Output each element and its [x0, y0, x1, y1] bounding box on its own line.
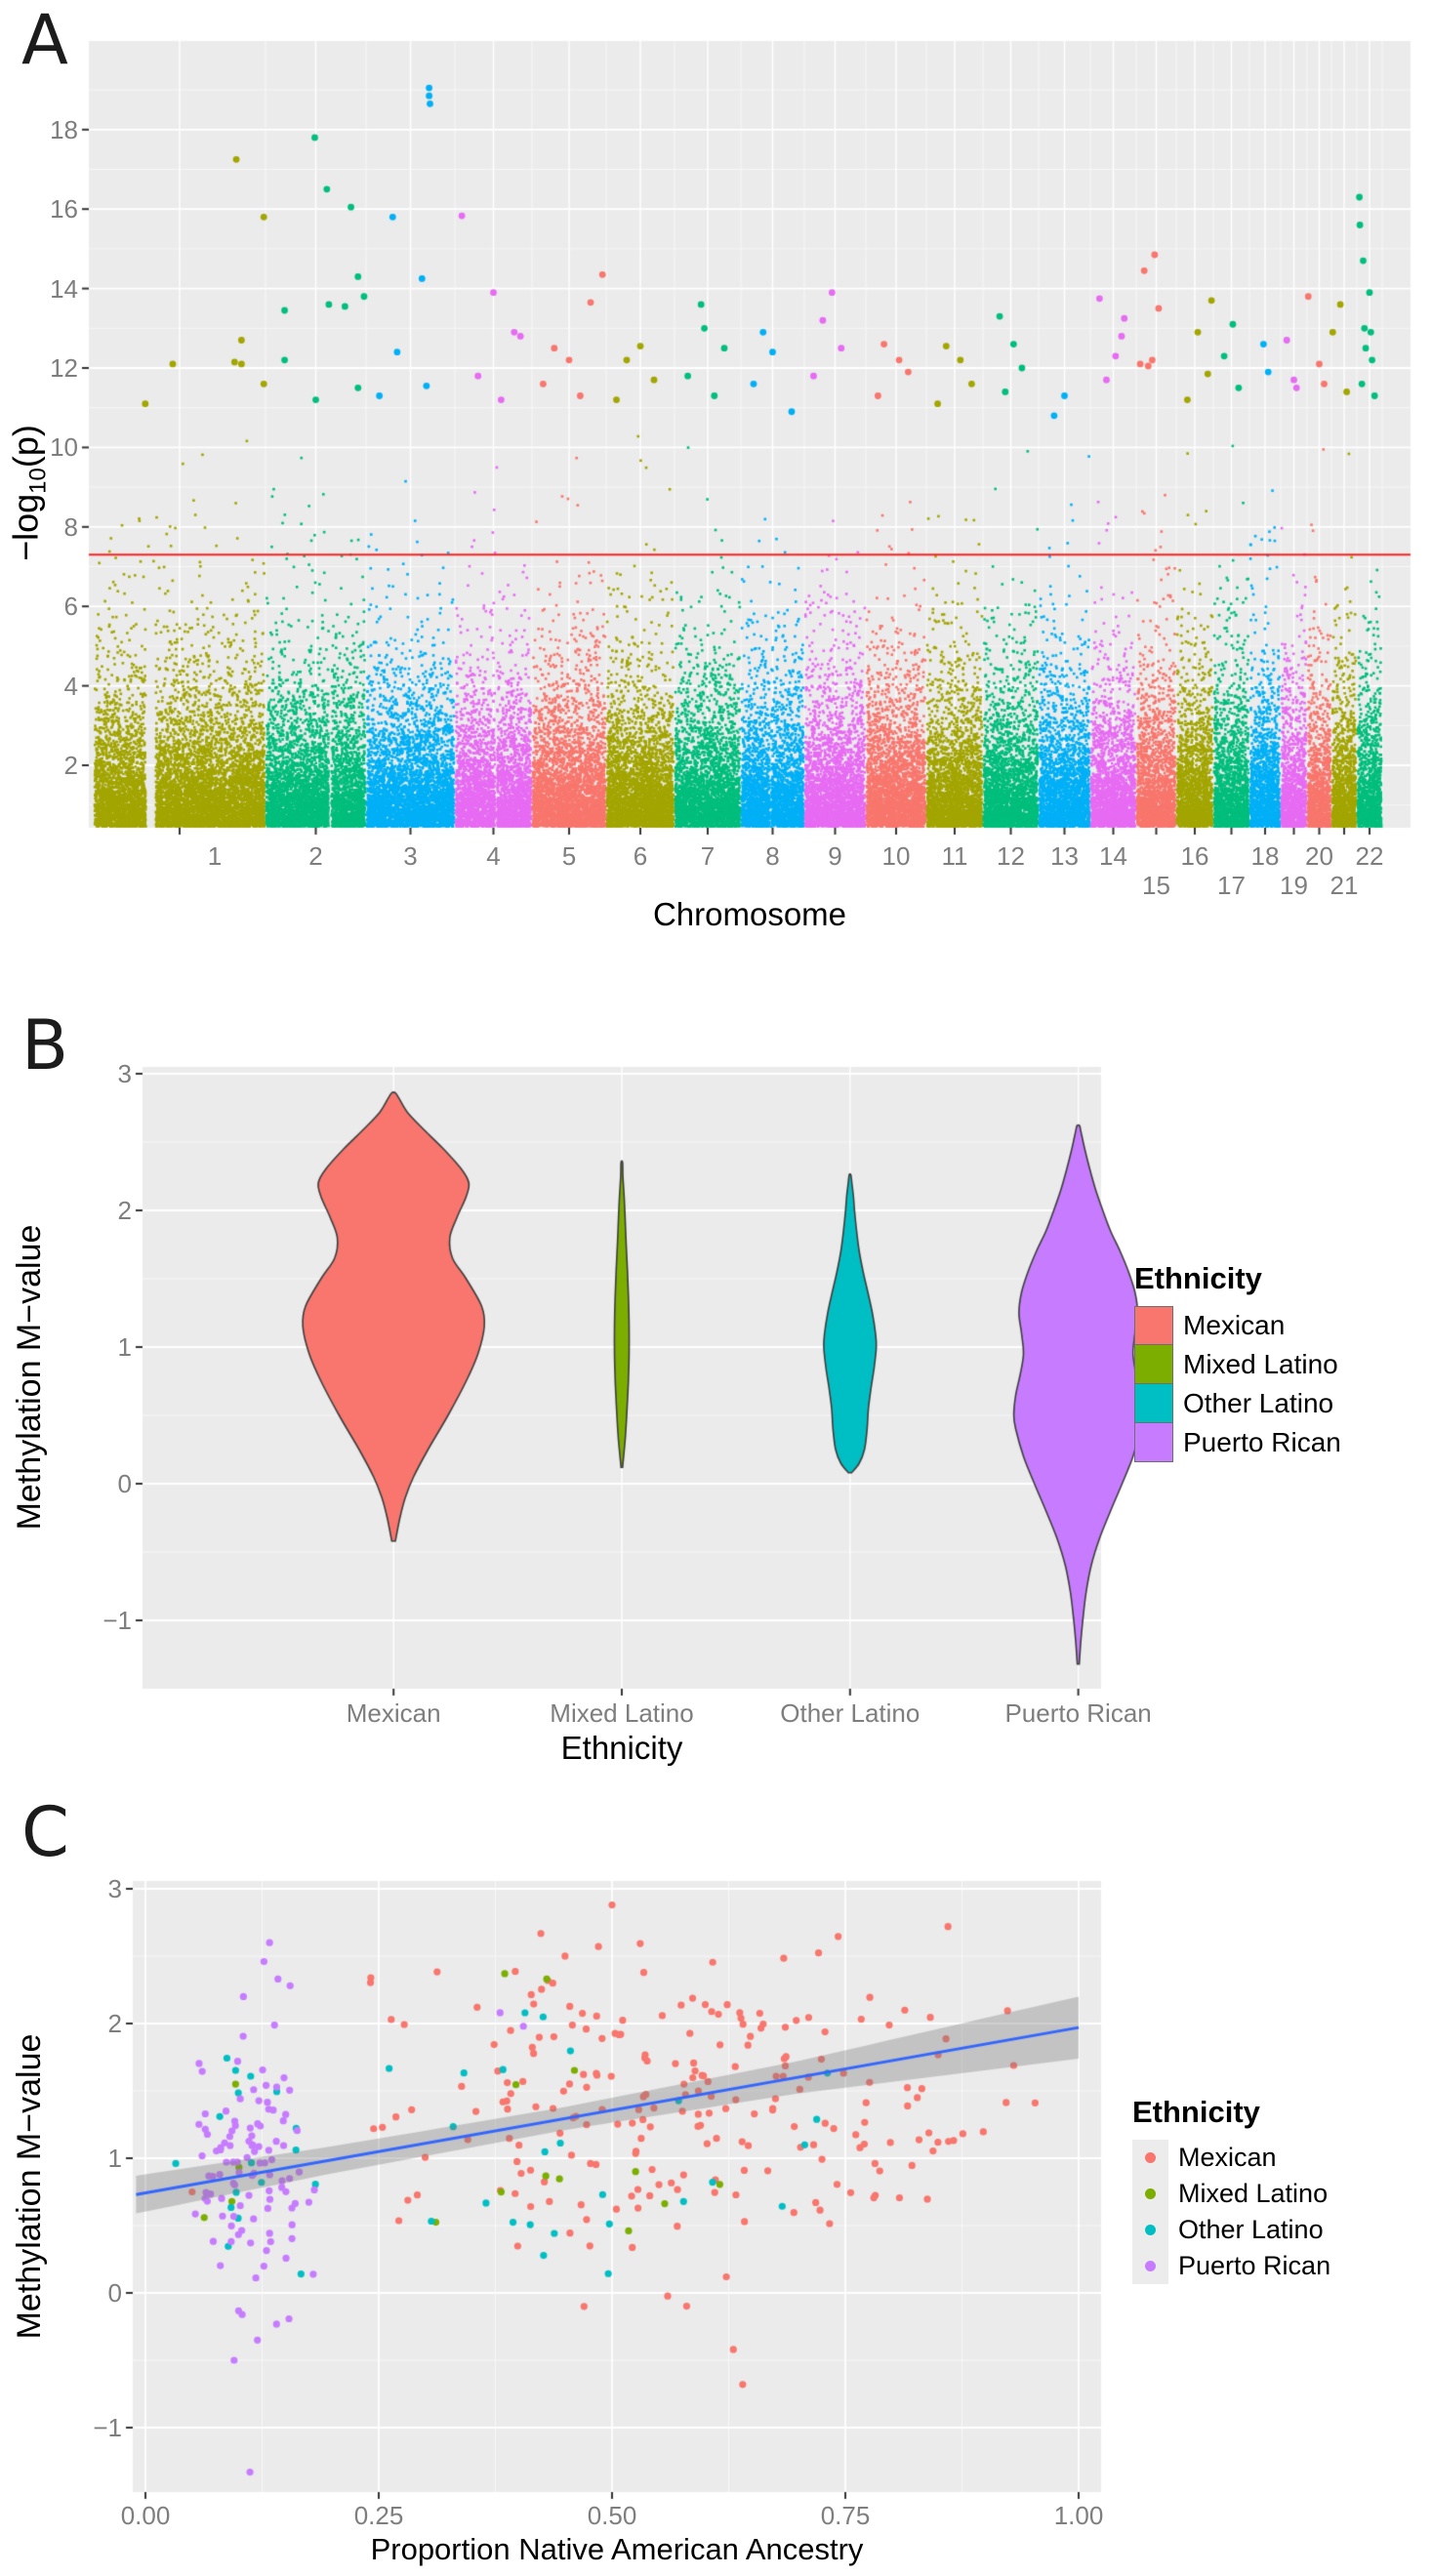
x-tick-label: 19	[1280, 871, 1308, 900]
x-tick-label: 0.25	[353, 2501, 404, 2530]
legend-item-other-latino: Other Latino	[1134, 1384, 1341, 1423]
x-tick-label: 5	[561, 841, 577, 871]
y-tick-label: 18	[50, 114, 78, 144]
y-tick-label: 2	[107, 2009, 122, 2038]
panel-b-label: B	[21, 1005, 69, 1085]
panel-c-x-axis-title: Proportion Native American Ancestry	[370, 2532, 864, 2566]
x-tick-label: 22	[1355, 841, 1384, 871]
legend-item-mexican: Mexican	[1134, 1306, 1341, 1345]
x-tick-label: Other Latino	[780, 1698, 921, 1728]
y-tick-label: 6	[63, 592, 78, 622]
y-tick-label: 3	[117, 1059, 132, 1088]
legend-item-puerto-rican: Puerto Rican	[1134, 1423, 1341, 1462]
y-tick-label: 3	[107, 1874, 122, 1903]
x-tick-label: 0.75	[820, 2501, 871, 2530]
x-tick-label: Mexican	[346, 1698, 441, 1728]
x-tick-label: 17	[1217, 871, 1246, 900]
scatter-plot-canvas	[0, 1796, 1432, 2576]
x-tick-label: 2	[308, 841, 323, 871]
panel-b-x-axis-title: Ethnicity	[560, 1730, 683, 1766]
other-latino-point-key	[1132, 2212, 1168, 2248]
panel-c-y-axis-title: Methylation M−value	[11, 2033, 48, 2340]
legend-item-mexican: Mexican	[1132, 2140, 1330, 2176]
x-tick-label: 10	[881, 841, 911, 871]
mexican-swatch	[1134, 1306, 1173, 1345]
y-tick-label: −1	[93, 2413, 122, 2442]
y-tick-label: 0	[107, 2278, 122, 2308]
x-tick-label: 1.00	[1053, 2501, 1104, 2530]
x-tick-label: 18	[1250, 841, 1280, 871]
puerto-rican-point-key	[1132, 2248, 1168, 2284]
panel-b-y-axis-title: Methylation M−value	[11, 1224, 48, 1531]
x-tick-label: 1	[207, 841, 223, 871]
y-tick-label: 10	[50, 432, 78, 463]
panel-a-y-axis-title: −log10(p)	[5, 425, 52, 561]
y-tick-label: 16	[50, 194, 78, 225]
x-tick-label: 21	[1330, 871, 1359, 900]
legend-item-other-latino: Other Latino	[1132, 2212, 1330, 2248]
x-tick-label: 7	[700, 841, 716, 871]
x-tick-label: 8	[765, 841, 780, 871]
mixed-latino-point-key	[1132, 2176, 1168, 2212]
violin-plot-canvas	[0, 1005, 1432, 1796]
y-tick-label: 0	[117, 1469, 132, 1498]
y-tick-label: 8	[63, 511, 78, 542]
other-latino-swatch	[1134, 1384, 1173, 1423]
y-tick-label: 1	[107, 2144, 122, 2173]
x-tick-label: 4	[486, 841, 501, 871]
y-tick-label: 2	[63, 751, 78, 780]
panel-c-legend-title: Ethnicity	[1132, 2095, 1260, 2129]
panel-c-label: C	[21, 1792, 69, 1872]
puerto-rican-swatch	[1134, 1423, 1173, 1462]
x-tick-label: 11	[941, 841, 968, 871]
x-tick-label: 0.50	[587, 2501, 637, 2530]
x-tick-label: Puerto Rican	[1004, 1698, 1152, 1728]
x-tick-label: 16	[1180, 841, 1209, 871]
panel-a-x-axis-title: Chromosome	[652, 896, 847, 932]
x-tick-label: 20	[1305, 841, 1333, 871]
y-tick-label: 2	[117, 1196, 132, 1225]
y-tick-label: 14	[50, 273, 78, 304]
x-tick-label: 0.00	[120, 2501, 171, 2530]
panel-a-label: A	[21, 0, 68, 80]
manhattan-plot-canvas	[0, 0, 1432, 947]
x-tick-label: 3	[403, 841, 418, 871]
y-tick-label: 4	[63, 671, 78, 701]
legend-item-mixed-latino: Mixed Latino	[1134, 1345, 1341, 1384]
panel-c-legend: Ethnicity Mexican Mixed Latino Other Lat…	[1132, 2095, 1330, 2284]
y-tick-label: 12	[50, 353, 78, 383]
x-tick-label: 12	[997, 841, 1025, 871]
mexican-point-key	[1132, 2140, 1168, 2176]
legend-item-puerto-rican: Puerto Rican	[1132, 2248, 1330, 2284]
x-tick-label: 9	[828, 841, 842, 871]
x-tick-label: 15	[1142, 871, 1170, 900]
x-tick-label: 6	[633, 841, 648, 871]
x-tick-label: 14	[1099, 841, 1127, 871]
y-tick-label: 1	[117, 1332, 132, 1362]
x-tick-label: 13	[1050, 841, 1079, 871]
mixed-latino-swatch	[1134, 1345, 1173, 1384]
panel-b-legend: Ethnicity Mexican Mixed Latino Other Lat…	[1134, 1261, 1341, 1462]
legend-item-mixed-latino: Mixed Latino	[1132, 2176, 1330, 2212]
x-tick-label: Mixed Latino	[550, 1698, 694, 1728]
y-tick-label: −1	[102, 1606, 132, 1635]
panel-b-legend-title: Ethnicity	[1134, 1261, 1262, 1295]
